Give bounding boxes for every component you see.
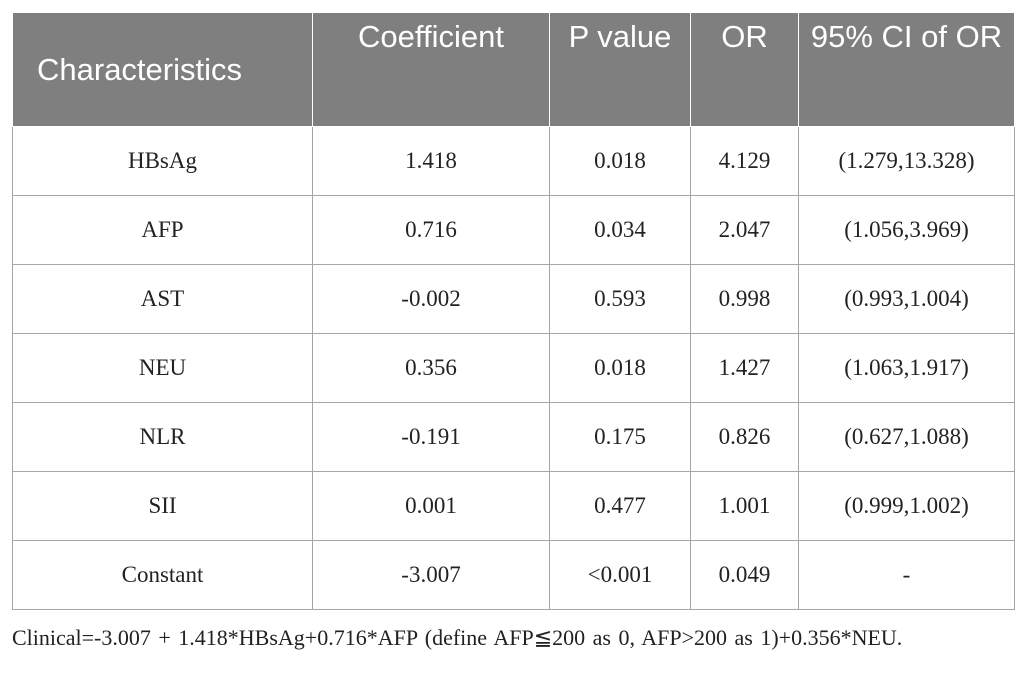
- cell-coefficient: 0.001: [312, 471, 550, 541]
- cell-or: 0.998: [690, 264, 799, 334]
- cell-or: 2.047: [690, 195, 799, 265]
- cell-characteristic: NEU: [12, 333, 313, 403]
- cell-or: 1.427: [690, 333, 799, 403]
- cell-ci: (1.063,1.917): [798, 333, 1015, 403]
- table-row: Constant -3.007 <0.001 0.049 -: [12, 540, 1015, 610]
- cell-coefficient: 0.716: [312, 195, 550, 265]
- header-ci: 95% CI of OR: [798, 12, 1015, 127]
- cell-characteristic: AST: [12, 264, 313, 334]
- cell-or: 4.129: [690, 126, 799, 196]
- cell-ci: (0.993,1.004): [798, 264, 1015, 334]
- table-row: AST -0.002 0.593 0.998 (0.993,1.004): [12, 264, 1015, 334]
- header-characteristics: Characteristics: [12, 12, 313, 127]
- cell-or: 0.049: [690, 540, 799, 610]
- cell-p-value: 0.593: [549, 264, 691, 334]
- table-row: SII 0.001 0.477 1.001 (0.999,1.002): [12, 471, 1015, 541]
- cell-ci: (1.056,3.969): [798, 195, 1015, 265]
- cell-characteristic: Constant: [12, 540, 313, 610]
- regression-table: Characteristics Coefficient P value OR 9…: [12, 12, 1015, 610]
- cell-p-value: 0.175: [549, 402, 691, 472]
- cell-characteristic: NLR: [12, 402, 313, 472]
- cell-characteristic: SII: [12, 471, 313, 541]
- cell-coefficient: 0.356: [312, 333, 550, 403]
- table-row: NLR -0.191 0.175 0.826 (0.627,1.088): [12, 402, 1015, 472]
- header-p-value: P value: [549, 12, 691, 127]
- cell-coefficient: -3.007: [312, 540, 550, 610]
- cell-ci: (1.279,13.328): [798, 126, 1015, 196]
- cell-or: 1.001: [690, 471, 799, 541]
- table-header-row: Characteristics Coefficient P value OR 9…: [12, 12, 1015, 127]
- table-row: HBsAg 1.418 0.018 4.129 (1.279,13.328): [12, 126, 1015, 196]
- cell-coefficient: -0.191: [312, 402, 550, 472]
- table-footnote: Clinical=-3.007 + 1.418*HBsAg+0.716*AFP …: [12, 625, 903, 650]
- cell-p-value: 0.018: [549, 333, 691, 403]
- cell-characteristic: HBsAg: [12, 126, 313, 196]
- cell-p-value: 0.018: [549, 126, 691, 196]
- cell-ci: (0.627,1.088): [798, 402, 1015, 472]
- cell-p-value: 0.477: [549, 471, 691, 541]
- header-or: OR: [690, 12, 799, 127]
- cell-or: 0.826: [690, 402, 799, 472]
- cell-p-value: 0.034: [549, 195, 691, 265]
- cell-p-value: <0.001: [549, 540, 691, 610]
- header-coefficient: Coefficient: [312, 12, 550, 127]
- cell-coefficient: -0.002: [312, 264, 550, 334]
- table-row: AFP 0.716 0.034 2.047 (1.056,3.969): [12, 195, 1015, 265]
- cell-characteristic: AFP: [12, 195, 313, 265]
- cell-ci: -: [798, 540, 1015, 610]
- cell-coefficient: 1.418: [312, 126, 550, 196]
- document: Characteristics Coefficient P value OR 9…: [12, 12, 1015, 655]
- cell-ci: (0.999,1.002): [798, 471, 1015, 541]
- table-row: NEU 0.356 0.018 1.427 (1.063,1.917): [12, 333, 1015, 403]
